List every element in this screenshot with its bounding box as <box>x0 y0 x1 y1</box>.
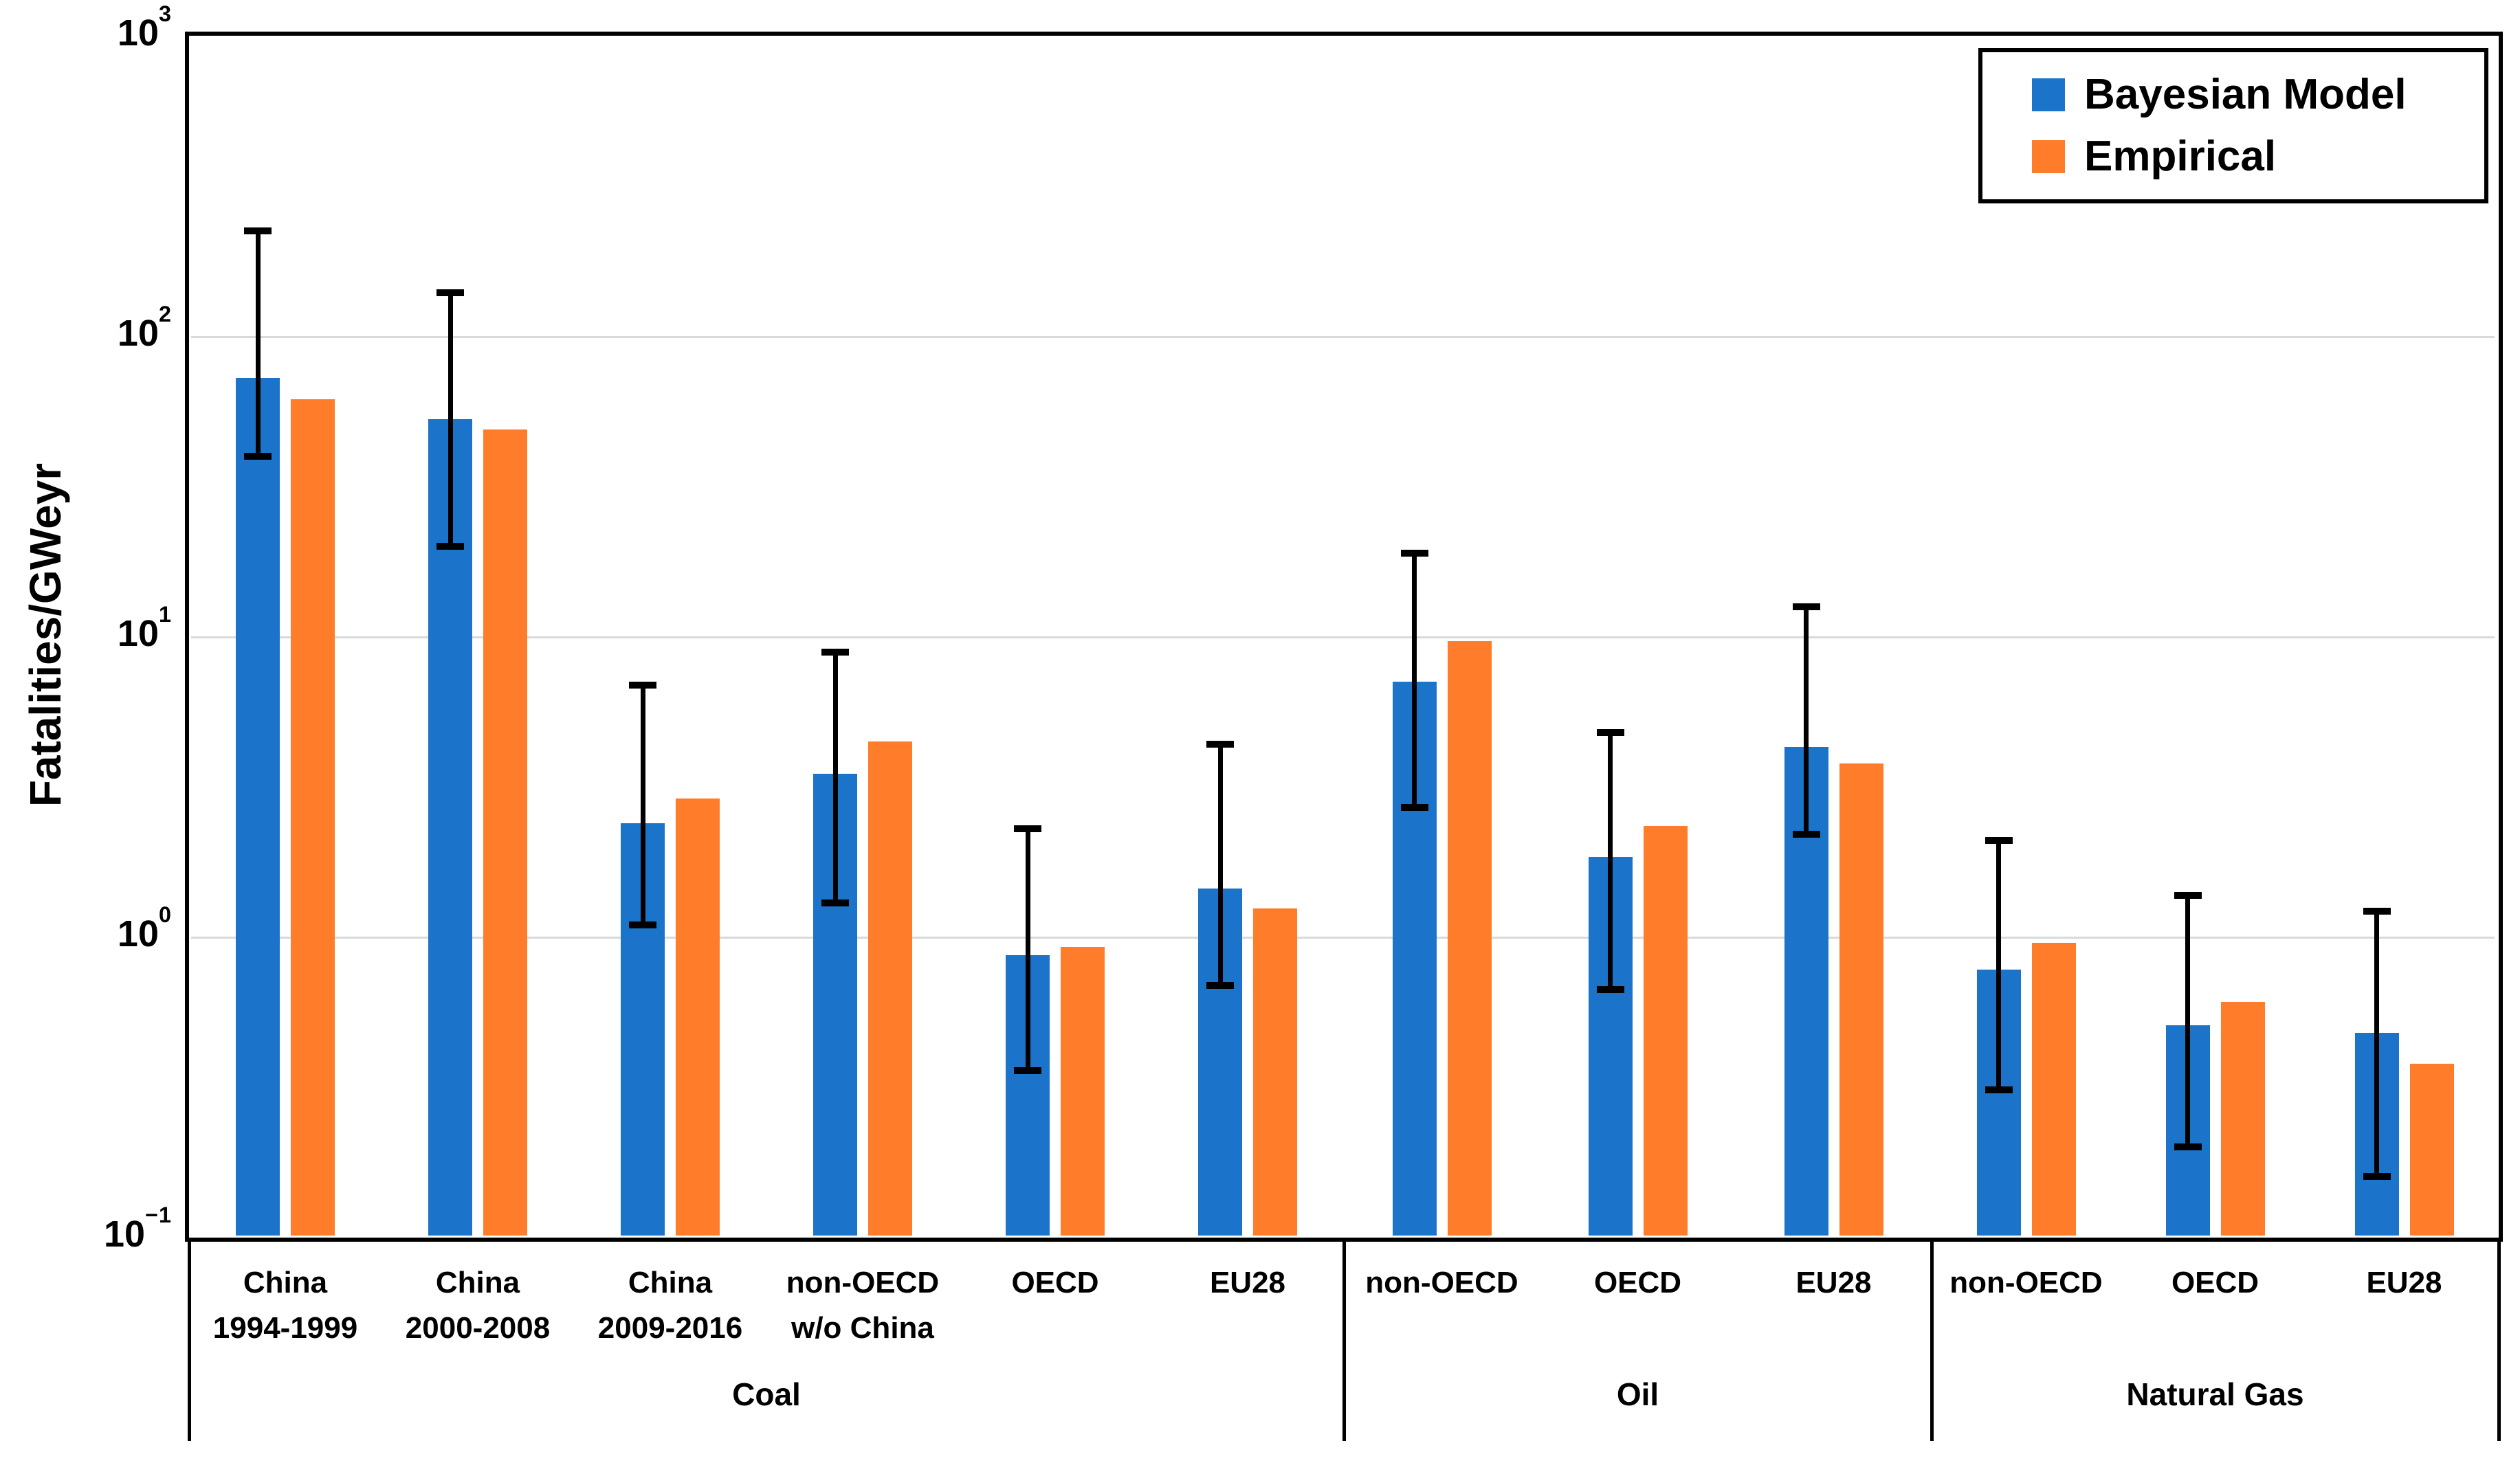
error-bar-cap-bottom <box>244 452 272 460</box>
legend-label-empirical: Empirical <box>2084 133 2277 180</box>
error-bar-cap-bottom <box>1985 1086 2013 1094</box>
error-bar-line <box>1412 553 1417 808</box>
error-bar-cap-bottom <box>1596 986 1624 993</box>
error-bar-cap-bottom <box>436 543 464 550</box>
error-bar-cap-bottom <box>821 900 849 907</box>
legend-swatch-bayesian <box>2032 78 2065 111</box>
error-bar-line <box>1608 733 1613 990</box>
error-bar-cap-bottom <box>1792 831 1820 838</box>
group-label: Coal <box>732 1376 801 1412</box>
gridline <box>191 335 2495 338</box>
error-bar-cap-bottom <box>1014 1066 1041 1074</box>
category-label: OECD <box>1011 1266 1099 1299</box>
error-bar-line <box>255 231 261 456</box>
error-bar-cap-bottom <box>2174 1143 2202 1151</box>
error-bar-cap-top <box>1400 550 1428 557</box>
error-bar-cap-top <box>1206 740 1234 748</box>
category-label: EU28 <box>1209 1266 1286 1299</box>
bar-bayesian <box>428 419 472 1236</box>
error-bar-line <box>2185 895 2190 1148</box>
bar-empirical <box>1061 946 1105 1236</box>
group-label: Natural Gas <box>2126 1376 2304 1412</box>
bar-empirical <box>291 399 335 1236</box>
category-label: China 1994-1999 <box>212 1266 358 1345</box>
group-divider <box>2497 1238 2501 1441</box>
bar-empirical <box>1839 763 1883 1236</box>
y-tick-label: 101 <box>117 601 172 654</box>
error-bar-cap-bottom <box>1206 982 1234 990</box>
bar-empirical <box>1447 640 1492 1236</box>
error-bar-line <box>1804 607 1809 835</box>
category-label: China 2000-2008 <box>405 1266 551 1345</box>
error-bar-cap-top <box>1014 825 1041 832</box>
bar-empirical <box>2031 942 2076 1236</box>
error-bar-cap-bottom <box>1400 804 1428 812</box>
category-label: non-OECD <box>1949 1266 2103 1299</box>
bar-empirical <box>483 429 527 1236</box>
error-bar-cap-top <box>629 682 656 689</box>
category-label: OECD <box>2171 1266 2259 1299</box>
gridline <box>191 636 2495 638</box>
y-tick-label: 100 <box>117 902 172 954</box>
y-tick-label: 102 <box>117 301 172 354</box>
category-label: OECD <box>1593 1266 1682 1299</box>
category-label: EU28 <box>2366 1266 2442 1299</box>
group-label: Oil <box>1616 1376 1659 1412</box>
error-bar-cap-top <box>1792 603 1820 611</box>
group-divider <box>1342 1238 1346 1441</box>
group-divider <box>1930 1238 1934 1441</box>
error-bar-cap-bottom <box>629 921 656 928</box>
error-bar-cap-bottom <box>2363 1172 2391 1180</box>
bar-empirical <box>2409 1063 2454 1236</box>
error-bar-cap-top <box>1985 837 2013 845</box>
legend-swatch-empirical <box>2032 140 2065 173</box>
error-bar-cap-top <box>2174 891 2202 899</box>
bar-bayesian <box>236 377 280 1236</box>
category-label: non-OECD <box>1365 1266 1518 1299</box>
error-bar-cap-top <box>2363 908 2391 915</box>
bar-empirical <box>676 798 720 1236</box>
error-bar-line <box>832 652 838 904</box>
bar-empirical <box>2220 1001 2265 1236</box>
category-label: China 2009-2016 <box>597 1266 743 1345</box>
error-bar-line <box>1025 828 1030 1071</box>
bar-empirical <box>1253 908 1297 1236</box>
bar-empirical <box>868 741 912 1236</box>
legend-label-bayesian: Bayesian Model <box>2084 71 2407 118</box>
legend: Bayesian Model Empirical <box>1978 48 2488 203</box>
category-label: non-OECD w/o China <box>786 1266 940 1345</box>
legend-item-empirical: Empirical <box>2032 135 2484 178</box>
gridline <box>191 936 2495 939</box>
error-bar-line <box>1996 840 2001 1091</box>
category-label: EU28 <box>1795 1266 1872 1299</box>
error-bar-cap-top <box>821 649 849 656</box>
legend-item-bayesian: Bayesian Model <box>2032 74 2484 116</box>
error-bar-cap-top <box>436 289 464 297</box>
error-bar-line <box>640 685 645 925</box>
error-bar-cap-top <box>1596 729 1624 737</box>
bar-empirical <box>1643 825 1688 1236</box>
y-tick-label: 10−1 <box>103 1202 172 1255</box>
group-divider <box>187 1238 191 1441</box>
error-bar-line <box>2374 911 2379 1176</box>
error-bar-cap-top <box>244 227 272 235</box>
error-bar-line <box>1217 744 1223 986</box>
error-bar-line <box>447 293 453 547</box>
y-tick-label: 103 <box>117 1 172 54</box>
